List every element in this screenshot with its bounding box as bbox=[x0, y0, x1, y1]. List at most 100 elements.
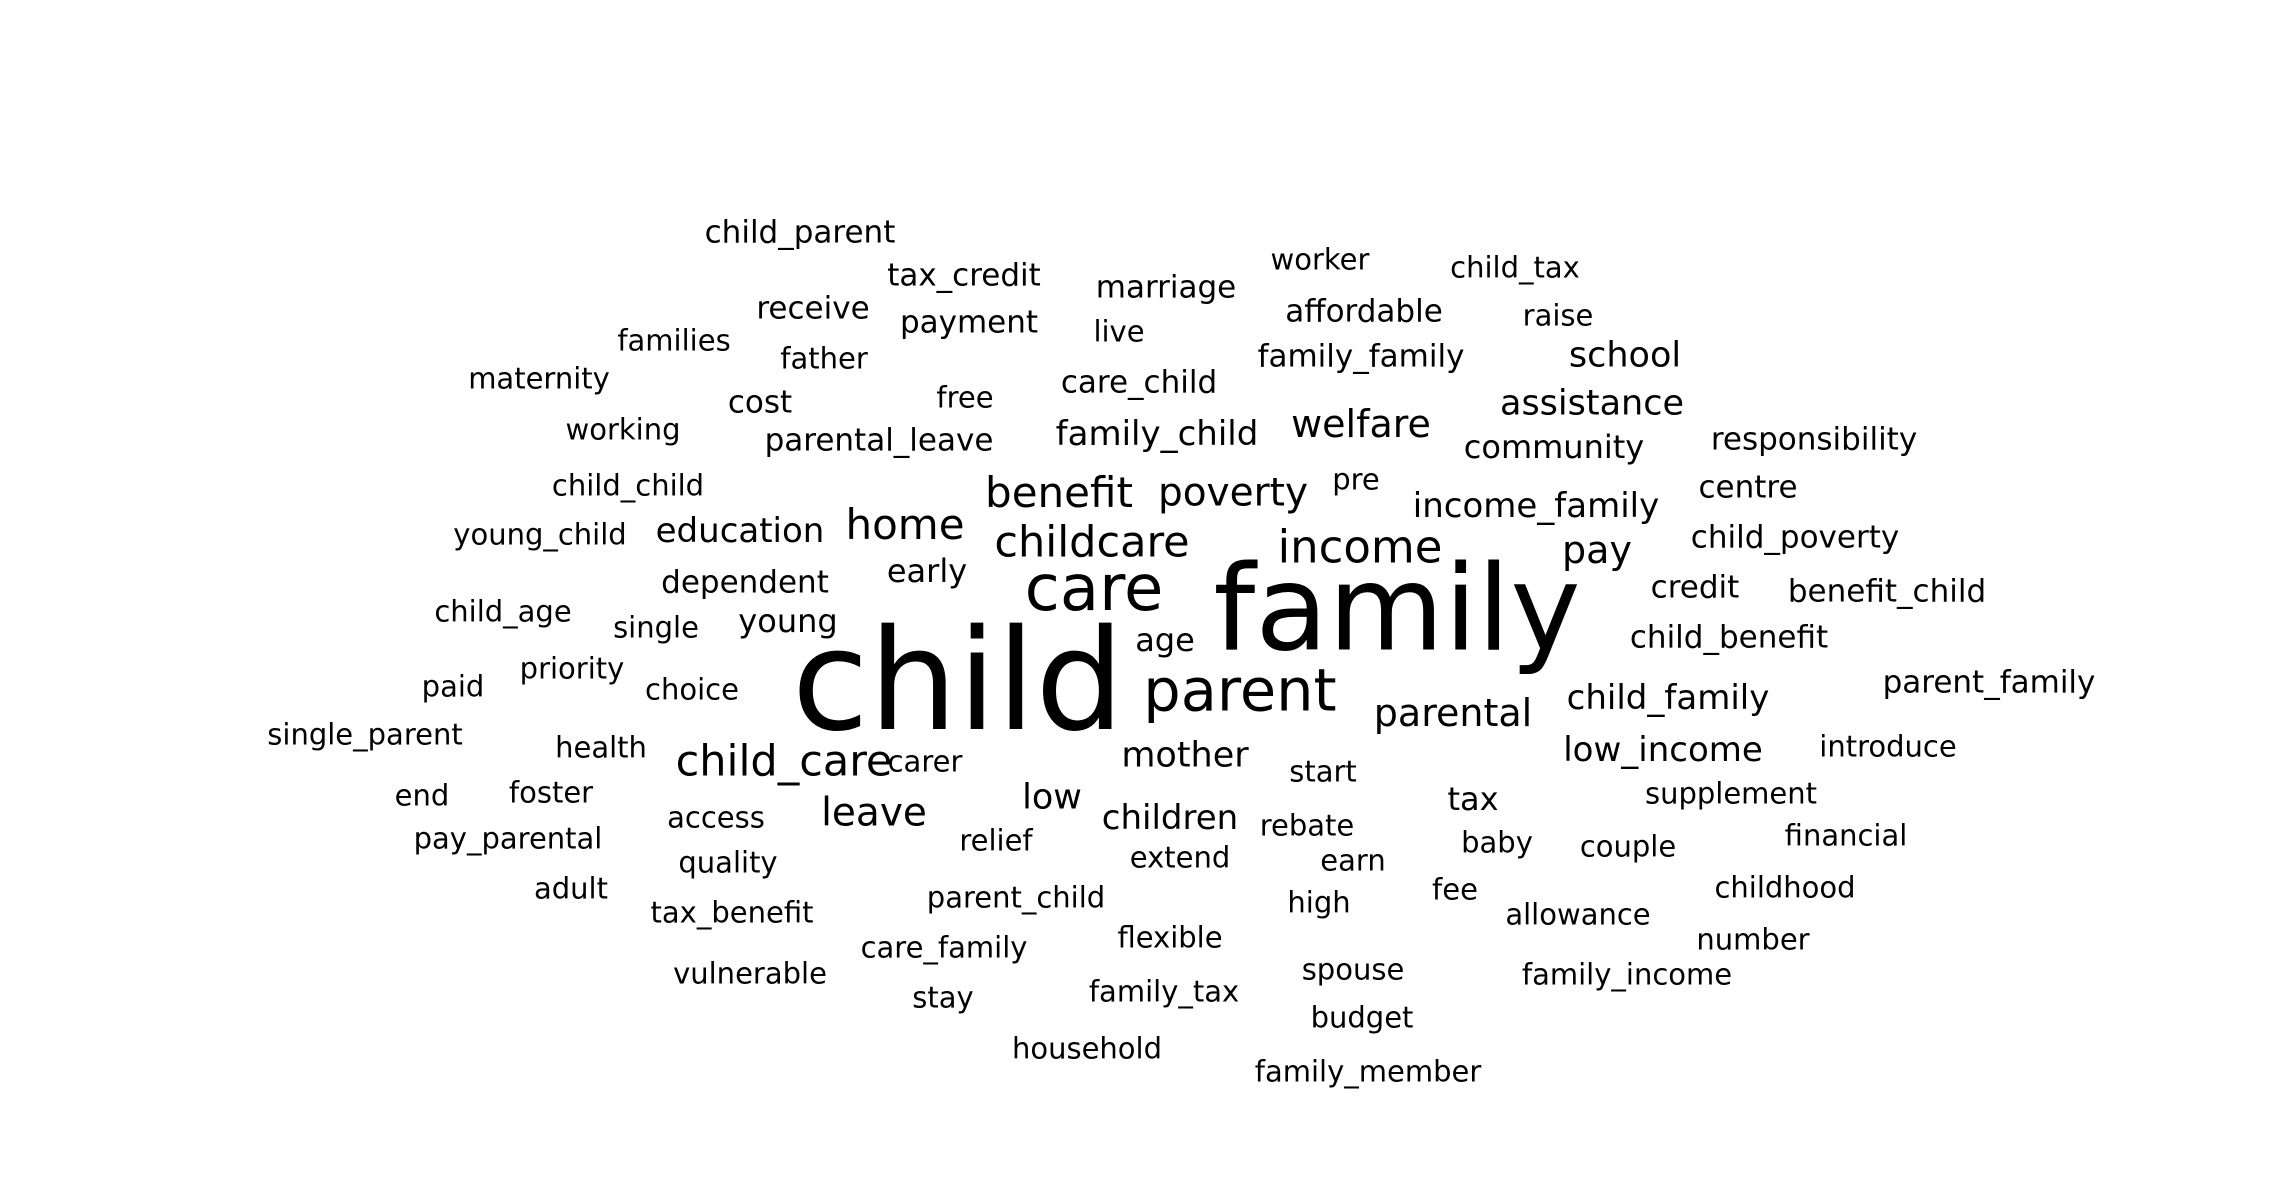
word-budget: budget bbox=[1310, 1000, 1414, 1035]
word-family-member: family_member bbox=[1254, 1054, 1482, 1089]
word-stay: stay bbox=[912, 980, 974, 1015]
word-benefit-child: benefit_child bbox=[1787, 573, 1987, 610]
word-receive: receive bbox=[756, 290, 870, 327]
word-household: household bbox=[1011, 1031, 1163, 1066]
word-single: single bbox=[613, 610, 699, 645]
word-centre: centre bbox=[1698, 469, 1798, 506]
word-single-parent: single_parent bbox=[267, 717, 463, 752]
word-family: family bbox=[1213, 540, 1581, 679]
word-benefit: benefit bbox=[985, 468, 1133, 517]
word-childhood: childhood bbox=[1714, 870, 1856, 905]
word-child-family: child_family bbox=[1566, 678, 1770, 718]
word-allowance: allowance bbox=[1505, 897, 1651, 932]
word-dependent: dependent bbox=[661, 564, 829, 601]
word-number: number bbox=[1696, 922, 1810, 957]
word-worker: worker bbox=[1270, 242, 1370, 277]
word-child-benefit: child_benefit bbox=[1629, 619, 1829, 656]
word-adult: adult bbox=[534, 871, 608, 906]
word-care-child: care_child bbox=[1060, 364, 1218, 401]
word-earn: earn bbox=[1320, 843, 1386, 878]
word-age: age bbox=[1135, 621, 1195, 659]
word-fee: fee bbox=[1432, 872, 1478, 907]
word-pay-parental: pay_parental bbox=[413, 821, 603, 856]
word-education: education bbox=[655, 511, 825, 551]
word-pay: pay bbox=[1562, 528, 1632, 572]
word-child: child bbox=[791, 600, 1125, 763]
word-rebate: rebate bbox=[1259, 808, 1355, 843]
word-child-age: child_age bbox=[434, 594, 572, 629]
word-father: father bbox=[780, 341, 868, 376]
word-access: access bbox=[667, 800, 765, 835]
word-low: low bbox=[1022, 777, 1082, 818]
word-relief: relief bbox=[959, 823, 1033, 858]
word-extend: extend bbox=[1129, 840, 1231, 875]
word-priority: priority bbox=[519, 651, 625, 686]
word-child-care: child_care bbox=[675, 736, 893, 787]
word-high: high bbox=[1287, 885, 1351, 920]
word-young: young bbox=[738, 602, 838, 640]
word-child-child: child_child bbox=[551, 468, 705, 503]
word-paid: paid bbox=[421, 669, 485, 704]
word-assistance: assistance bbox=[1499, 383, 1685, 424]
word-tax: tax bbox=[1447, 780, 1499, 818]
word-pre: pre bbox=[1332, 462, 1380, 497]
word-vulnerable: vulnerable bbox=[673, 956, 827, 991]
word-child-parent: child_parent bbox=[704, 214, 896, 251]
word-choice: choice bbox=[645, 672, 739, 707]
word-supplement: supplement bbox=[1644, 776, 1818, 811]
word-financial: financial bbox=[1784, 818, 1908, 853]
word-baby: baby bbox=[1461, 825, 1533, 860]
word-live: live bbox=[1093, 314, 1145, 349]
word-marriage: marriage bbox=[1095, 269, 1237, 306]
word-community: community bbox=[1463, 428, 1645, 466]
word-school: school bbox=[1568, 335, 1682, 376]
word-parent: parent bbox=[1143, 655, 1337, 725]
word-family-tax: family_tax bbox=[1088, 974, 1240, 1009]
word-care-family: care_family bbox=[860, 930, 1028, 965]
word-income-family: income_family bbox=[1412, 486, 1660, 526]
word-early: early bbox=[886, 552, 968, 590]
word-tax-credit: tax_credit bbox=[887, 257, 1041, 294]
word-family-child: family_child bbox=[1055, 414, 1259, 454]
word-credit: credit bbox=[1650, 569, 1740, 606]
word-free: free bbox=[936, 380, 994, 415]
word-welfare: welfare bbox=[1291, 402, 1431, 446]
word-leave: leave bbox=[821, 790, 927, 836]
word-start: start bbox=[1289, 754, 1357, 789]
word-couple: couple bbox=[1579, 829, 1677, 864]
word-children: children bbox=[1101, 798, 1239, 838]
word-foster: foster bbox=[508, 775, 594, 810]
word-childcare: childcare bbox=[994, 517, 1190, 568]
word-families: families bbox=[617, 323, 731, 358]
word-tax-benefit: tax_benefit bbox=[650, 895, 814, 930]
word-young-child: young_child bbox=[453, 517, 627, 552]
word-care: care bbox=[1024, 552, 1164, 626]
word-carer: carer bbox=[887, 744, 963, 779]
word-cost: cost bbox=[727, 384, 793, 421]
word-child-tax: child_tax bbox=[1450, 250, 1580, 285]
word-raise: raise bbox=[1522, 298, 1594, 333]
word-health: health bbox=[555, 730, 647, 765]
word-low-income: low_income bbox=[1563, 730, 1763, 770]
word-parent-family: parent_family bbox=[1882, 664, 2096, 701]
word-family-income: family_income bbox=[1521, 957, 1733, 992]
word-payment: payment bbox=[899, 304, 1039, 341]
word-affordable: affordable bbox=[1285, 293, 1443, 330]
word-parental: parental bbox=[1373, 691, 1533, 735]
word-maternity: maternity bbox=[468, 361, 610, 396]
word-working: working bbox=[565, 412, 681, 447]
word-end: end bbox=[394, 778, 450, 813]
word-poverty: poverty bbox=[1157, 470, 1309, 516]
word-parent-child: parent_child bbox=[926, 880, 1106, 915]
word-responsibility: responsibility bbox=[1710, 421, 1918, 458]
word-home: home bbox=[845, 500, 965, 549]
word-introduce: introduce bbox=[1819, 729, 1957, 764]
word-child-poverty: child_poverty bbox=[1690, 519, 1900, 556]
word-income: income bbox=[1277, 520, 1443, 574]
word-flexible: flexible bbox=[1117, 920, 1223, 955]
word-mother: mother bbox=[1121, 735, 1249, 776]
word-family-family: family_family bbox=[1257, 338, 1465, 375]
word-parental-leave: parental_leave bbox=[764, 422, 994, 459]
word-spouse: spouse bbox=[1301, 952, 1405, 987]
